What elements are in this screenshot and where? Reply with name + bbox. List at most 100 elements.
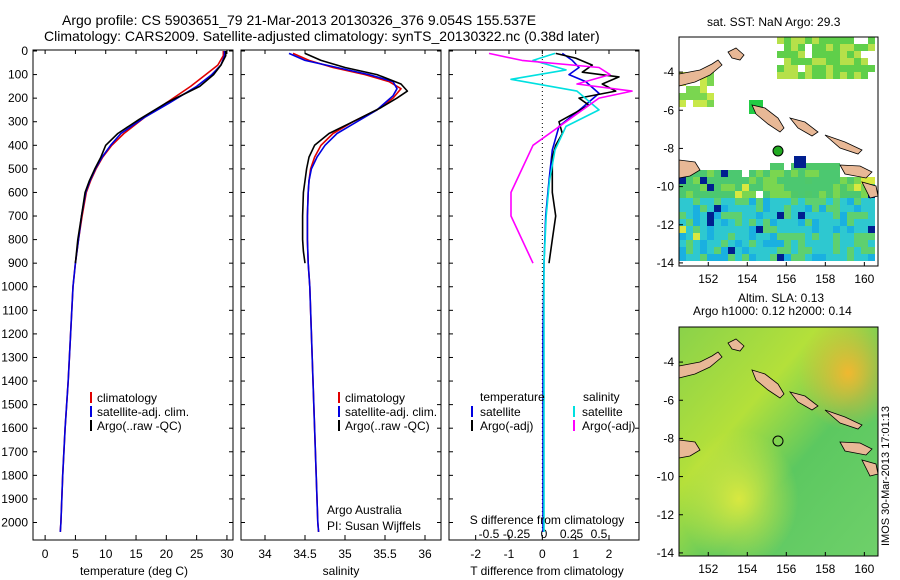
sst-cell: [693, 212, 700, 219]
sst-cell: [868, 226, 875, 233]
depth-axis: 0 100 200 300 400 500 600 700 800 900 1000 1100 1200…: [1, 44, 639, 529]
sst-cell: [833, 254, 840, 261]
top-tick-label: -0.5: [479, 527, 500, 541]
legend-label-temp-argo: Argo(-adj): [480, 419, 533, 433]
sst-cell: [794, 156, 806, 168]
sst-cell: [812, 205, 819, 212]
sst-cell: [714, 247, 721, 254]
depth-tick-label: 1500: [1, 398, 28, 412]
legend-swatch-argo: [90, 420, 92, 431]
x-tick-label: 25: [190, 547, 204, 561]
sst-cell: [819, 72, 826, 79]
sst-cell: [847, 233, 854, 240]
sst-cell: [840, 51, 847, 58]
sst-cell: [728, 205, 735, 212]
sst-cell: [819, 170, 826, 177]
sst-cell: [805, 72, 812, 79]
sst-cell: [798, 37, 805, 44]
sst-cell: [777, 205, 784, 212]
sst-cell: [798, 226, 805, 233]
depth-tick-label: 100: [8, 68, 28, 82]
sst-land-bougainville: [751, 104, 785, 133]
sst-cell: [749, 240, 756, 247]
sst-cell: [805, 205, 812, 212]
sst-cell: [868, 177, 875, 184]
sla-land-choiseul: [788, 391, 819, 411]
map-y-tick-label: -6: [663, 393, 674, 407]
sst-cell: [819, 233, 826, 240]
sst-cell: [686, 191, 693, 198]
sst-cell: [686, 205, 693, 212]
sst-cell: [686, 86, 693, 93]
sst-cell: [693, 93, 700, 100]
sst-cell: [819, 226, 826, 233]
x-tick-label: 10: [99, 547, 113, 561]
sst-cell: [728, 184, 735, 191]
sst-cell: [756, 100, 763, 107]
sst-cell: [819, 184, 826, 191]
salinity-axis-label: salinity: [323, 564, 360, 578]
legend-label-satellite: satellite-adj. clim.: [345, 405, 437, 419]
sst-cell: [819, 247, 826, 254]
sst-cell: [798, 205, 805, 212]
sst-cell: [847, 65, 854, 72]
series-line-temperature-satellite: [542, 52, 600, 532]
sst-cell: [721, 184, 728, 191]
sst-cell: [868, 198, 875, 205]
sst-cell: [735, 240, 742, 247]
sst-cell: [819, 58, 826, 65]
sst-cell: [756, 254, 763, 261]
sst-cell: [700, 86, 707, 93]
sst-cell: [868, 219, 875, 226]
sst-cell: [735, 177, 742, 184]
sst-cell: [861, 212, 868, 219]
sst-cell: [861, 191, 868, 198]
sst-cell: [686, 254, 693, 261]
map-x-tick-label: 158: [815, 562, 835, 576]
depth-tick-label: 1100: [2, 303, 28, 317]
sst-cell: [840, 44, 847, 51]
sst-cell: [679, 254, 686, 261]
sst-cell: [840, 177, 847, 184]
sst-cell: [812, 177, 819, 184]
sst-cell: [749, 191, 756, 198]
sst-cell: [826, 184, 833, 191]
sst-cell: [812, 184, 819, 191]
sst-cell: [819, 205, 826, 212]
sst-cell: [868, 37, 875, 44]
sst-cell: [826, 233, 833, 240]
sla-argo-marker: [772, 435, 784, 447]
sst-cell: [833, 219, 840, 226]
sst-cell: [861, 240, 868, 247]
sst-cell: [847, 184, 854, 191]
series-line-satellite-adj-clim: [288, 52, 398, 532]
sst-cell: [749, 170, 756, 177]
sst-cell: [798, 254, 805, 261]
sst-cell: [784, 240, 791, 247]
sst-cell: [784, 212, 791, 219]
sst-cell: [791, 170, 798, 177]
sst-cell: [805, 58, 812, 65]
sst-cell: [735, 233, 742, 240]
sst-cell: [833, 240, 840, 247]
sst-cell: [791, 212, 798, 219]
sst-cell: [679, 247, 686, 254]
sst-cell: [854, 177, 861, 184]
sst-cell: [840, 58, 847, 65]
sst-cell: [728, 191, 735, 198]
sst-cell: [756, 226, 763, 233]
sst-cell: [728, 198, 735, 205]
x-tick-label: -2: [470, 547, 481, 561]
sst-cell: [840, 226, 847, 233]
legend-swatch-temp-satellite: [471, 406, 473, 417]
sst-cell: [833, 191, 840, 198]
legend-label-satellite: satellite-adj. clim.: [97, 405, 189, 419]
top-tick-label: 0.5: [591, 527, 608, 541]
sst-cell: [721, 170, 728, 177]
sst-cell: [819, 163, 826, 170]
top-tick-label: 0: [541, 527, 548, 541]
sst-cell: [777, 226, 784, 233]
sst-cell: [812, 240, 819, 247]
difference-panel-frame: [448, 49, 640, 541]
temperature-panel-frame: [32, 49, 234, 541]
